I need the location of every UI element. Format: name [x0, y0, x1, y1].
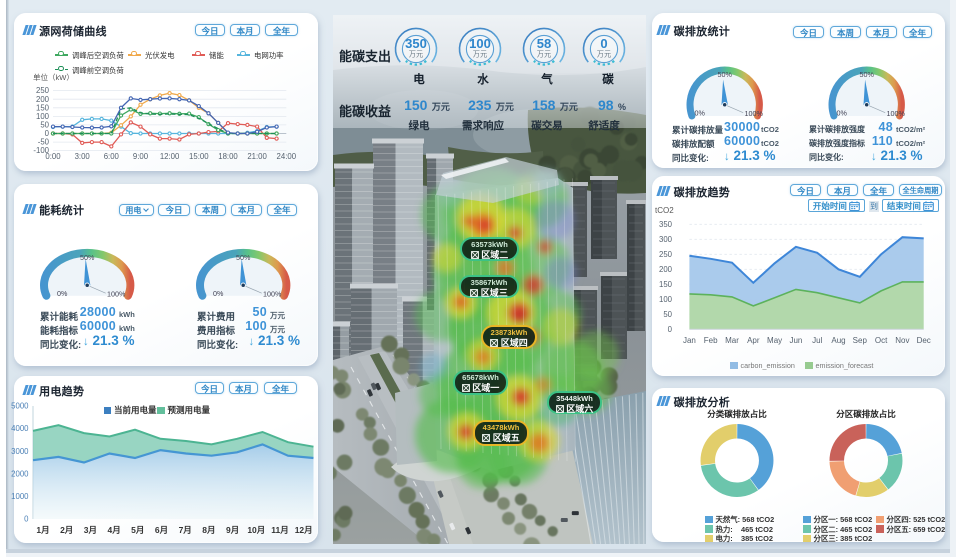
svg-text:50%: 50%	[718, 70, 733, 79]
svg-text:Dec: Dec	[917, 336, 931, 345]
svg-text:24:00: 24:00	[277, 152, 297, 161]
svg-text:250: 250	[659, 250, 673, 259]
svg-text:10月: 10月	[247, 525, 265, 535]
svg-text:18:00: 18:00	[218, 152, 238, 161]
svg-text:50: 50	[40, 121, 49, 130]
svg-text:250: 250	[36, 86, 50, 95]
svg-text:Jan: Jan	[683, 336, 696, 345]
svg-text:万元: 万元	[537, 49, 551, 58]
svg-text:Oct: Oct	[875, 336, 888, 345]
svg-text:3月: 3月	[84, 525, 97, 535]
svg-text:4000: 4000	[11, 424, 29, 433]
svg-text:200: 200	[659, 265, 673, 274]
svg-text:万元: 万元	[473, 49, 487, 58]
svg-text:万元: 万元	[409, 49, 423, 58]
svg-text:0%: 0%	[57, 289, 68, 298]
svg-text:5000: 5000	[11, 402, 29, 411]
svg-text:50%: 50%	[236, 253, 251, 262]
svg-text:5月: 5月	[131, 525, 144, 535]
svg-text:12月: 12月	[295, 525, 313, 535]
svg-text:50: 50	[663, 310, 672, 319]
svg-text:Jun: Jun	[789, 336, 802, 345]
svg-text:1000: 1000	[11, 492, 29, 501]
svg-text:2月: 2月	[60, 525, 73, 535]
svg-text:100: 100	[469, 36, 491, 51]
svg-text:50%: 50%	[80, 253, 95, 262]
svg-text:7月: 7月	[179, 525, 192, 535]
svg-text:Nov: Nov	[895, 336, 909, 345]
svg-text:0%: 0%	[695, 109, 706, 118]
svg-text:-100: -100	[33, 146, 49, 155]
svg-text:100%: 100%	[107, 290, 126, 299]
svg-text:300: 300	[659, 235, 673, 244]
svg-text:Jul: Jul	[812, 336, 822, 345]
svg-text:100: 100	[659, 295, 673, 304]
svg-text:100%: 100%	[886, 109, 905, 118]
svg-text:58: 58	[537, 36, 551, 51]
svg-text:350: 350	[659, 220, 673, 229]
svg-text:15:00: 15:00	[189, 152, 209, 161]
svg-text:0: 0	[600, 36, 607, 51]
svg-text:150: 150	[659, 280, 673, 289]
svg-text:8月: 8月	[202, 525, 215, 535]
svg-text:9月: 9月	[226, 525, 239, 535]
svg-text:2000: 2000	[11, 469, 29, 478]
svg-text:Feb: Feb	[704, 336, 718, 345]
svg-text:150: 150	[36, 103, 50, 112]
svg-text:May: May	[767, 336, 782, 345]
svg-text:3:00: 3:00	[75, 152, 91, 161]
svg-text:0:00: 0:00	[45, 152, 61, 161]
svg-text:100%: 100%	[744, 109, 763, 118]
svg-text:0: 0	[668, 325, 673, 334]
svg-text:200: 200	[36, 95, 50, 104]
svg-text:Mar: Mar	[725, 336, 739, 345]
svg-text:6月: 6月	[155, 525, 168, 535]
svg-text:0: 0	[45, 129, 50, 138]
svg-text:12:00: 12:00	[160, 152, 180, 161]
svg-text:11月: 11月	[271, 525, 289, 535]
svg-text:0%: 0%	[213, 289, 224, 298]
svg-text:4月: 4月	[107, 525, 120, 535]
svg-text:Apr: Apr	[747, 336, 760, 345]
svg-text:100%: 100%	[263, 290, 282, 299]
svg-text:100: 100	[36, 112, 50, 121]
svg-text:Sep: Sep	[853, 336, 868, 345]
svg-text:6:00: 6:00	[104, 152, 120, 161]
svg-text:-50: -50	[38, 138, 50, 147]
svg-text:0%: 0%	[836, 109, 847, 118]
svg-text:9:00: 9:00	[133, 152, 149, 161]
svg-text:3000: 3000	[11, 447, 29, 456]
svg-text:21:00: 21:00	[247, 152, 267, 161]
svg-text:1月: 1月	[36, 525, 49, 535]
svg-text:0: 0	[24, 515, 29, 524]
svg-text:万元: 万元	[597, 49, 611, 58]
svg-text:Aug: Aug	[831, 336, 845, 345]
svg-text:50%: 50%	[859, 70, 874, 79]
svg-text:350: 350	[405, 36, 427, 51]
